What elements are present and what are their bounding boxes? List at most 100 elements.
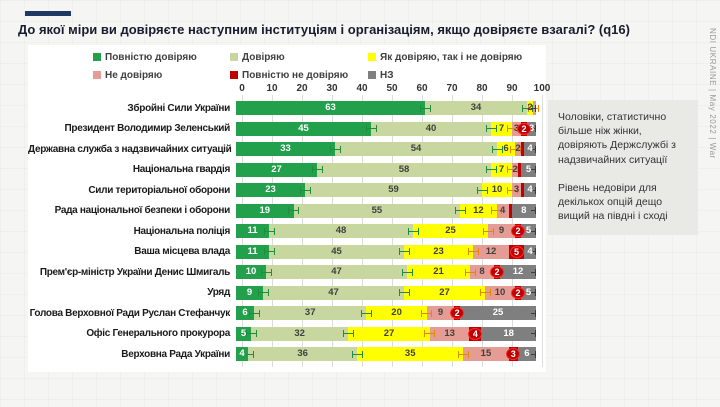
error-bar: [482, 227, 494, 235]
error-bar: [419, 104, 431, 112]
bar-segment-2: 12: [460, 203, 497, 218]
axis-tick-label: 0: [239, 83, 245, 94]
error-bar: [531, 186, 536, 194]
bar-segment-0: 19: [236, 203, 294, 218]
bar-segment-5: 12: [500, 265, 536, 280]
segment-value-label: 11: [247, 245, 258, 257]
legend-swatch: [93, 71, 101, 79]
row-label-cell: Рада національної безпеки і оборони: [28, 205, 236, 216]
bar-row: Офіс Генерального прокурора 5 32 27 13 4 18: [28, 324, 546, 345]
segment-value-label: 47: [328, 286, 339, 298]
error-bar: [531, 248, 536, 256]
segment-value-label: 2: [490, 266, 504, 279]
segment-value-label: 4: [527, 245, 533, 257]
bar-row: Ваша місцева влада 11 45 23 12 5 4: [28, 242, 546, 263]
legend-item: Довіряю: [230, 51, 285, 63]
legend-label: Не довіряю: [105, 69, 163, 81]
axis-tick-label: 10: [266, 83, 278, 94]
error-bar: [257, 289, 269, 297]
row-label: Державна служба з надзвичайних ситуацій: [28, 143, 232, 155]
segment-value-label: 45: [331, 245, 342, 257]
bar-segment-4: [518, 162, 521, 177]
error-bar: [398, 248, 410, 256]
segment-value-label: 2: [450, 307, 465, 320]
bar-segment-1: 34: [425, 101, 527, 116]
bar-row: Рада національної безпеки і оборони 19 55 1…: [28, 201, 546, 222]
segment-value-label: 27: [271, 163, 282, 175]
page-title: До якої міри ви довіряєте наступним інст…: [18, 22, 630, 37]
row-label: Рада національної безпеки і оборони: [54, 205, 231, 217]
segment-value-label: 45: [298, 122, 309, 134]
legend-label: Повністю не довіряю: [242, 69, 349, 81]
legend-swatch: [93, 53, 101, 61]
segment-value-label: 13: [444, 327, 455, 339]
bar-segment-2: 2: [527, 101, 533, 116]
bar-segment-0: 10: [236, 265, 266, 280]
side-note-gender: Чоловіки, статистично більше ніж жінки, …: [558, 111, 676, 166]
error-bar: [476, 186, 488, 194]
error-bar: [407, 227, 419, 235]
segment-value-label: 9: [246, 286, 253, 298]
bar-segment-3: 9: [426, 306, 455, 321]
segment-value-label: 7: [498, 122, 505, 134]
bar-segment-1: 36: [248, 347, 358, 362]
axis-tick-label: 30: [326, 83, 338, 94]
error-bar: [457, 350, 469, 358]
bar-segment-3: 15: [463, 347, 509, 362]
bar-segment-3: 13: [429, 326, 470, 341]
row-label-cell: Державна служба з надзвичайних ситуацій: [28, 144, 236, 155]
segment-value-label: 27: [383, 327, 395, 339]
bar-segment-3: 9: [488, 224, 515, 239]
bar-segment-4: 2: [517, 121, 531, 136]
segment-value-label: 12: [473, 204, 484, 216]
bar-segment-2: 25: [413, 224, 488, 239]
error-bar: [531, 145, 536, 153]
error-bar: [479, 289, 491, 297]
segment-value-label: 15: [480, 348, 492, 360]
row-label-cell: Президент Володимир Зеленський: [28, 123, 236, 134]
segment-value-label: 63: [325, 102, 336, 114]
row-label-cell: Ваша місцева влада: [28, 246, 236, 257]
row-label-cell: Прем'єр-міністр України Денис Шмигаль: [28, 267, 236, 278]
bar-segment-1: 40: [371, 121, 491, 136]
stacked-bar: 6 37 20 9 2 25: [236, 306, 536, 321]
bar-segment-3: 10: [485, 285, 515, 300]
legend-label: Повністю довіряю: [105, 51, 197, 63]
stacked-bar: 27 58 7 2 5: [236, 162, 536, 177]
segment-value-label: 5: [525, 225, 532, 237]
error-bar: [531, 227, 536, 235]
error-bar: [531, 268, 536, 276]
chart: Повністю довіряю Довіряю Як довіряю, так і…: [28, 45, 550, 372]
error-bar: [531, 350, 536, 358]
error-bar: [454, 207, 466, 215]
legend-item: Повністю не довіряю: [230, 69, 348, 81]
error-bar: [365, 125, 377, 133]
segment-value-label: 9: [437, 307, 444, 319]
segment-value-label: 48: [335, 225, 347, 237]
segment-value-label: 6: [503, 143, 509, 155]
bar-segment-4: 5: [509, 244, 524, 259]
row-label: Національна поліція: [133, 225, 231, 237]
bar-segment-2: 10: [482, 183, 512, 198]
axis-tick-label: 90: [506, 83, 518, 94]
segment-value-label: 8: [479, 266, 485, 278]
segment-value-label: 19: [259, 204, 271, 216]
bar-row: Верховна Рада України 4 36 35 15 3 6: [28, 344, 546, 365]
row-label: Ваша місцева влада: [134, 246, 230, 258]
bar-row: Державна служба з надзвичайних ситуацій 3…: [28, 139, 546, 160]
bar-segment-4: 2: [511, 224, 525, 239]
segment-value-label: 4: [499, 204, 506, 216]
segment-value-label: 4: [527, 184, 533, 196]
row-label-cell: Офіс Генерального прокурора: [28, 328, 236, 339]
error-bar: [531, 330, 536, 338]
segment-value-label: 2: [512, 163, 518, 175]
bar-segment-3: 2: [512, 162, 518, 177]
stacked-bar: 45407323: [236, 121, 536, 136]
side-note-region: Рівень недовіри для декількох опцій дещо…: [558, 181, 668, 223]
bar-segment-1: 47: [263, 285, 404, 300]
watermark-text: NDI UKRAINE | May 2022 | War: [708, 28, 717, 159]
bar-segment-4: 4: [468, 326, 483, 341]
segment-value-label: 20: [391, 307, 402, 319]
bar-segment-4: [521, 183, 524, 198]
bar-segment-2: 23: [404, 244, 473, 259]
